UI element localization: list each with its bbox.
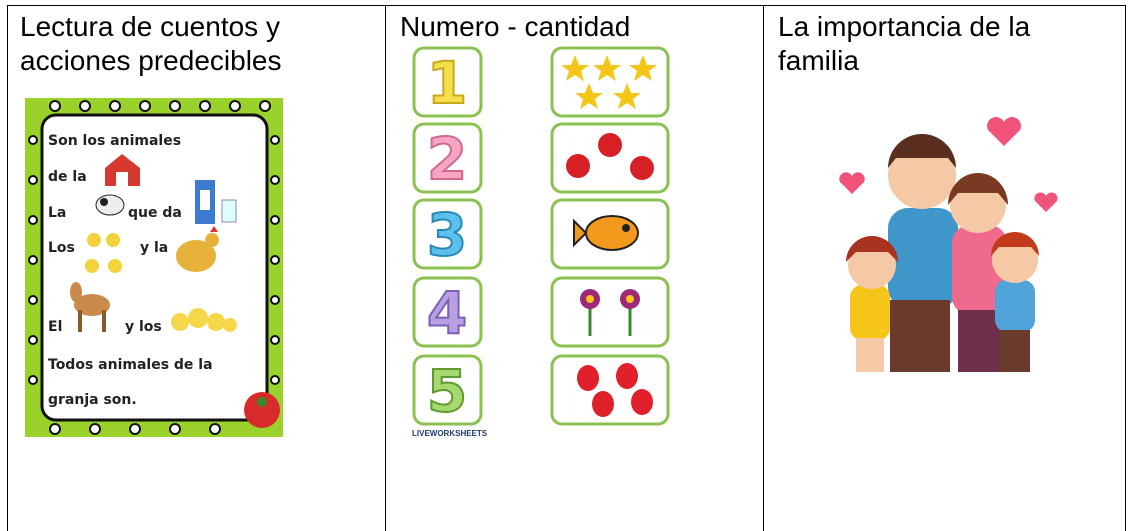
table-border <box>1125 5 1126 531</box>
table-border <box>7 5 1126 6</box>
column-title: Lectura de cuentos y acciones predecible… <box>20 11 282 76</box>
poem-line: que da <box>128 205 182 221</box>
fish <box>573 215 639 251</box>
poem-line: Los <box>48 240 75 256</box>
poem-line: granja son. <box>48 392 137 408</box>
poem-line: y la <box>140 240 168 256</box>
poem-line: Todos animales de la <box>48 357 213 373</box>
poem-line: La <box>48 205 66 221</box>
poem-line: de la <box>48 169 87 185</box>
number: 3 <box>427 201 467 269</box>
number: 2 <box>427 125 467 193</box>
poem-line: Son los animales <box>48 133 181 149</box>
poster: Son los animales de la La que da Los y l… <box>25 98 283 437</box>
number: 5 <box>427 357 467 425</box>
column-title: Numero - cantidad <box>400 11 631 42</box>
poem-line: y los <box>125 319 162 335</box>
flowers <box>580 289 640 336</box>
number: 1 <box>427 49 467 117</box>
apples <box>566 133 654 180</box>
column-title: La importancia de la familia <box>778 11 1031 76</box>
watermark: LIVEWORKSHEETS <box>412 429 488 438</box>
stars <box>561 55 657 109</box>
table-border <box>763 5 764 531</box>
family <box>839 117 1058 372</box>
number: 4 <box>427 279 467 347</box>
poem-line: El <box>48 319 62 335</box>
table-border <box>385 5 386 531</box>
strawberries <box>577 363 653 417</box>
table-border <box>7 5 8 531</box>
